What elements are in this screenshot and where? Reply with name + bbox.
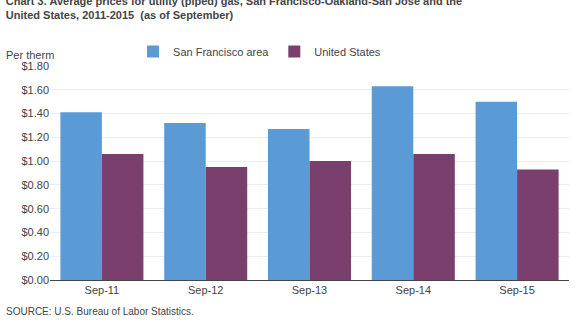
svg-text:$0.80: $0.80 (21, 179, 49, 191)
svg-text:$1.00: $1.00 (21, 155, 49, 167)
svg-text:$0.60: $0.60 (21, 203, 49, 215)
svg-text:SOURCE: U.S. Bureau of Labor S: SOURCE: U.S. Bureau of Labor Statistics. (6, 306, 194, 317)
svg-text:$0.20: $0.20 (21, 250, 49, 262)
svg-text:Sep-15: Sep-15 (499, 284, 534, 296)
svg-text:$1.60: $1.60 (21, 84, 49, 96)
svg-text:United States: United States (314, 46, 381, 58)
svg-text:Chart 3. Average prices for ut: Chart 3. Average prices for utility (pip… (6, 0, 462, 21)
svg-text:$1.20: $1.20 (21, 131, 49, 143)
svg-text:Per therm: Per therm (6, 49, 54, 61)
svg-text:San Francisco area: San Francisco area (173, 46, 269, 58)
svg-text:Sep-12: Sep-12 (188, 284, 223, 296)
svg-text:$1.40: $1.40 (21, 107, 49, 119)
svg-text:$0.40: $0.40 (21, 226, 49, 238)
svg-text:Sep-14: Sep-14 (396, 284, 431, 296)
svg-text:$1.80: $1.80 (21, 60, 49, 72)
svg-text:Sep-13: Sep-13 (292, 284, 327, 296)
svg-text:$0.00: $0.00 (21, 274, 49, 286)
svg-text:Sep-11: Sep-11 (85, 284, 120, 296)
